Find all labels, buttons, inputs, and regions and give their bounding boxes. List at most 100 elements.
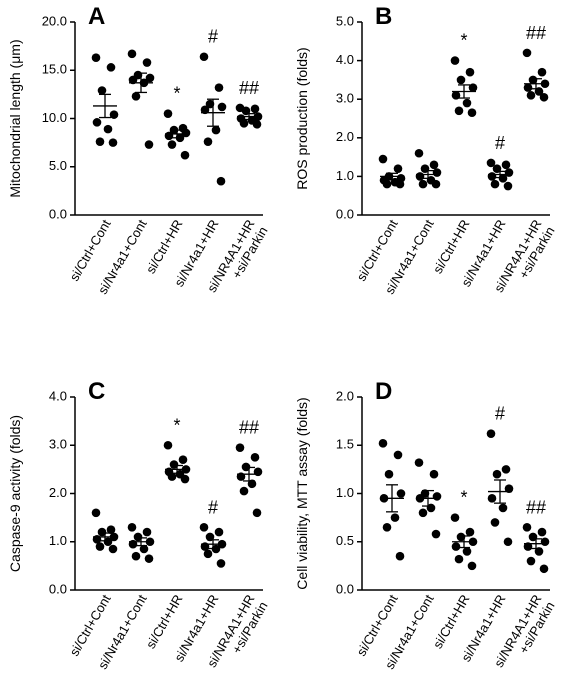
data-point: [199, 522, 209, 532]
data-point: [181, 128, 191, 138]
data-point: [139, 544, 149, 554]
error-bar: [458, 535, 470, 549]
data-point: [523, 83, 533, 92]
data-point: [393, 164, 403, 173]
error-bar: [171, 464, 183, 474]
data-point: [395, 551, 405, 561]
data-point: [393, 450, 403, 460]
error-bar: [207, 98, 219, 127]
data-point: [467, 561, 477, 571]
y-tick-label: 0.0: [336, 581, 354, 596]
y-tick-label: 0.0: [49, 206, 67, 221]
panel: B ROS production (folds) 0.0 1.0 2.0 3.0 4.0 5.…: [294, 3, 558, 297]
data-point: [465, 67, 475, 77]
data-point: [432, 492, 442, 501]
y-tick-label: 20.0: [42, 13, 67, 28]
data-point: [167, 140, 177, 149]
data-point: [414, 458, 424, 467]
data-point: [537, 67, 547, 77]
significance-mark: #: [208, 497, 218, 517]
significance-mark: #: [208, 27, 218, 47]
error-bar: [530, 78, 542, 90]
data-point: [163, 109, 173, 118]
data-point: [528, 75, 538, 85]
data-point: [501, 160, 511, 170]
y-tick-label: 1.0: [336, 168, 354, 183]
panel-letter: D: [375, 378, 392, 405]
error-bar: [243, 113, 255, 121]
error-bar: [422, 169, 434, 179]
significance-mark: *: [460, 488, 467, 508]
significance-mark: ##: [526, 23, 546, 43]
error-bar: [530, 538, 542, 550]
data-point: [414, 148, 424, 158]
data-point: [97, 86, 107, 95]
y-axis-label: Mitochondrial length (μm): [7, 39, 23, 197]
data-point: [145, 73, 155, 83]
data-point: [522, 48, 532, 58]
data-point: [128, 75, 138, 85]
error-bar: [99, 93, 111, 119]
data-point: [167, 472, 177, 481]
error-bar: [135, 72, 147, 94]
data-point: [95, 542, 105, 551]
y-tick-label: 3.0: [49, 437, 67, 452]
data-point: [103, 537, 113, 547]
error-bar: [135, 537, 147, 547]
error-bar: [386, 172, 398, 181]
y-tick-label: 0.5: [336, 533, 354, 548]
y-tick-label: 1.0: [49, 533, 67, 548]
data-point: [429, 469, 439, 479]
data-point: [486, 429, 496, 438]
data-point: [431, 179, 441, 189]
data-point: [92, 118, 102, 127]
significance-mark: ##: [239, 78, 259, 98]
data-point: [522, 522, 532, 532]
data-point: [216, 559, 226, 568]
data-point: [498, 174, 508, 183]
y-axis-label: Cell viability, MTT assay (folds): [294, 397, 310, 589]
data-point: [131, 551, 141, 561]
data-point: [382, 522, 392, 532]
data-point: [180, 150, 190, 160]
data-point: [534, 547, 544, 556]
data-point: [503, 181, 513, 191]
error-bar: [207, 539, 219, 550]
data-point: [250, 453, 260, 462]
error-bar: [386, 484, 398, 513]
data-point: [106, 525, 116, 534]
error-bar: [171, 129, 183, 139]
data-point: [451, 542, 461, 551]
significance-mark: *: [173, 415, 180, 435]
data-point: [378, 154, 388, 164]
data-point: [378, 439, 388, 448]
y-tick-label: 2.0: [49, 485, 67, 500]
data-point: [467, 108, 477, 118]
data-point: [108, 544, 118, 554]
error-bar: [99, 532, 111, 542]
y-axis-label: Caspase-9 activity (folds): [7, 415, 23, 572]
data-point: [450, 56, 460, 65]
data-point: [526, 91, 536, 100]
data-point: [180, 474, 190, 484]
data-point: [109, 110, 119, 119]
data-point: [164, 131, 174, 141]
data-point: [415, 172, 425, 181]
data-point: [127, 49, 137, 59]
data-point: [526, 556, 536, 566]
data-point: [214, 527, 224, 537]
data-point: [432, 168, 442, 177]
data-point: [144, 140, 154, 149]
data-point: [490, 179, 500, 189]
y-tick-label: 5.0: [336, 13, 354, 28]
data-point: [91, 53, 101, 63]
data-point: [200, 105, 210, 115]
data-point: [142, 527, 152, 537]
data-point: [390, 513, 400, 522]
error-bar: [494, 170, 506, 179]
data-point: [241, 106, 251, 116]
significance-mark: *: [460, 31, 467, 51]
data-point: [127, 522, 137, 532]
data-point: [142, 58, 152, 67]
data-point: [205, 532, 215, 542]
